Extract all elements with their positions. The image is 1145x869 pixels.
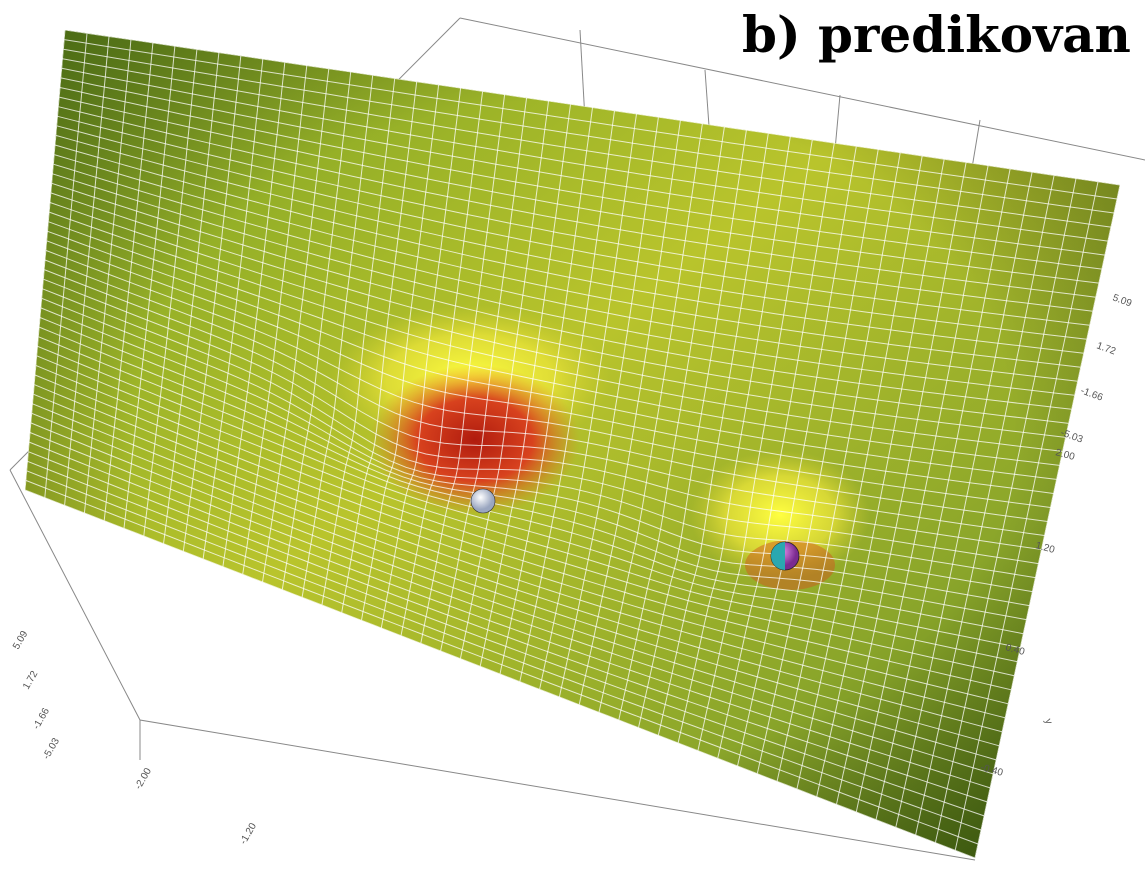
- tick-label: -5.03: [41, 736, 62, 762]
- page: b) predikovan 5.09 1.72 -1.66 -5.03 -2.00 -1.…: [0, 0, 1145, 869]
- tick-label: 5.09: [11, 629, 30, 652]
- tick-label: 1.72: [21, 669, 40, 692]
- tick-label: -1.66: [31, 706, 52, 732]
- tick-label: 5.09: [1111, 292, 1133, 309]
- tick-label: y: [1042, 717, 1054, 725]
- figure: b) predikovan 5.09 1.72 -1.66 -5.03 -2.00 -1.…: [0, 0, 1145, 869]
- tick-label: -1.20: [238, 821, 259, 847]
- tick-label: 1.72: [1095, 340, 1117, 357]
- surface: [0, 0, 1145, 869]
- tick-label: -2.00: [133, 766, 154, 792]
- tick-label: -1.66: [1079, 385, 1105, 403]
- sphere: [471, 489, 495, 513]
- title: b) predikovan: [742, 5, 1131, 64]
